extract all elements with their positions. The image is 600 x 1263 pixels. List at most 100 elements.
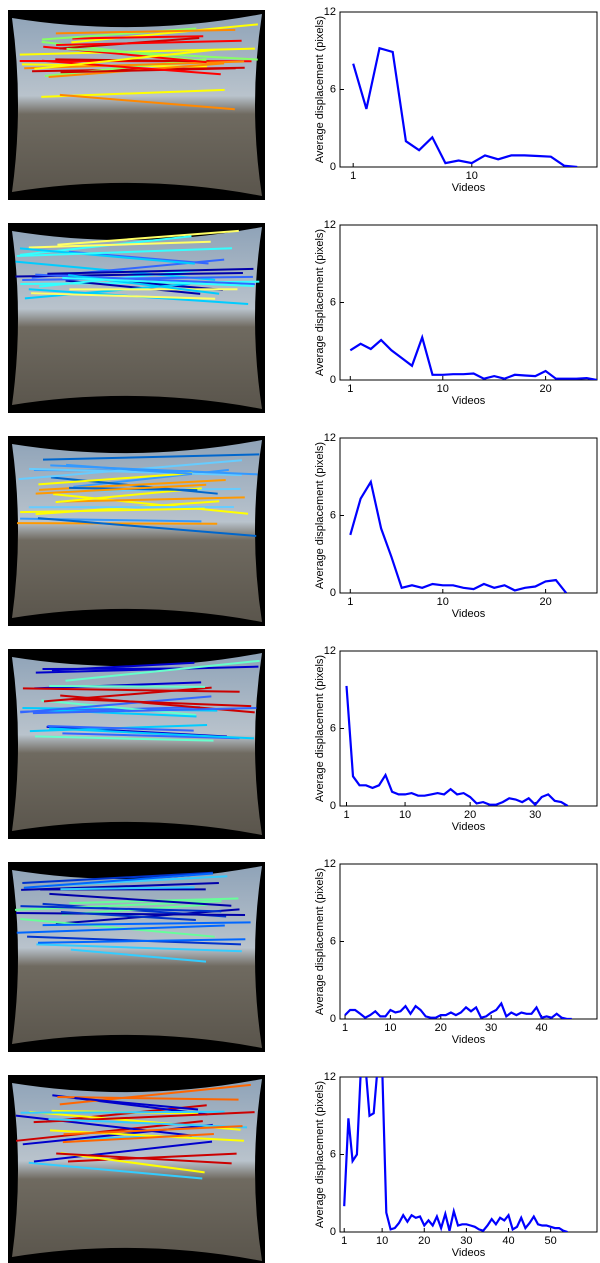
y-tick-label: 12 bbox=[324, 219, 336, 231]
y-axis-label: Average displacement (pixels) bbox=[314, 868, 326, 1015]
track-line bbox=[34, 735, 214, 742]
y-tick-label: 12 bbox=[324, 6, 336, 18]
x-tick-label: 30 bbox=[460, 1235, 472, 1247]
track-line bbox=[62, 732, 240, 740]
panel: 0 6 12 1 10 20 30 40 Videos Average displacement … bbox=[8, 858, 598, 1052]
track-line bbox=[36, 943, 242, 953]
x-tick-label: 1 bbox=[342, 1022, 348, 1034]
track-line bbox=[57, 229, 239, 246]
track-line bbox=[65, 279, 201, 295]
x-tick-label: 1 bbox=[347, 596, 353, 608]
y-tick-label: 0 bbox=[330, 1013, 336, 1025]
x-tick-label: 40 bbox=[535, 1022, 547, 1034]
track-line bbox=[60, 886, 195, 891]
track-line bbox=[37, 938, 246, 944]
track-line bbox=[28, 240, 211, 249]
track-line bbox=[34, 48, 216, 70]
track-line bbox=[47, 725, 194, 732]
track-line bbox=[43, 686, 212, 703]
track-line bbox=[20, 905, 222, 913]
y-tick-label: 12 bbox=[324, 1071, 336, 1083]
track-line bbox=[49, 892, 232, 907]
track-line bbox=[47, 267, 254, 275]
track-line bbox=[71, 23, 258, 44]
track-line bbox=[20, 695, 212, 714]
track-line bbox=[23, 872, 214, 889]
track-line bbox=[44, 709, 197, 718]
track-line bbox=[50, 464, 258, 476]
track-line bbox=[67, 1152, 237, 1163]
track-line bbox=[17, 522, 218, 525]
x-tick-label: 20 bbox=[539, 596, 551, 608]
photo bbox=[12, 653, 262, 835]
x-tick-label: 40 bbox=[502, 1235, 514, 1247]
data-line bbox=[343, 1077, 568, 1232]
x-axis-label: Videos bbox=[452, 821, 486, 833]
data-line bbox=[349, 333, 597, 380]
track-line bbox=[49, 727, 255, 740]
track-line bbox=[35, 483, 207, 495]
track-line bbox=[20, 1110, 225, 1114]
panel: 0 6 12 1 10 20 Videos Average displacement (pix… bbox=[8, 219, 598, 413]
track-line bbox=[28, 1161, 203, 1180]
track-line bbox=[20, 507, 205, 514]
track-line bbox=[72, 35, 204, 40]
data-line bbox=[349, 478, 568, 593]
x-tick-label: 1 bbox=[350, 170, 356, 182]
track-line bbox=[42, 453, 260, 461]
track-line bbox=[16, 924, 225, 934]
track-line bbox=[63, 1125, 243, 1136]
plot-box bbox=[339, 11, 598, 168]
data-line bbox=[344, 1001, 572, 1019]
panel: 0 6 12 1 10 20 30 40 50 Videos Average displacemen… bbox=[8, 1071, 598, 1263]
track-line bbox=[62, 276, 255, 287]
track-line bbox=[56, 39, 242, 47]
track-line bbox=[59, 1083, 251, 1106]
track-line bbox=[60, 67, 236, 74]
track-line bbox=[22, 275, 253, 281]
y-tick-label: 6 bbox=[330, 83, 336, 95]
x-tick-label: 1 bbox=[347, 383, 353, 395]
y-tick-label: 6 bbox=[330, 296, 336, 308]
track-line bbox=[60, 911, 196, 922]
x-axis-label: Videos bbox=[452, 182, 486, 194]
track-line bbox=[59, 93, 235, 111]
data-line bbox=[352, 46, 578, 167]
y-tick-label: 6 bbox=[330, 509, 336, 521]
y-tick-label: 0 bbox=[330, 374, 336, 386]
track-line bbox=[49, 684, 206, 688]
x-tick-label: 20 bbox=[435, 1022, 447, 1034]
x-tick-label: 10 bbox=[437, 383, 449, 395]
track-line bbox=[66, 47, 258, 61]
track-line bbox=[38, 472, 193, 486]
track-line bbox=[62, 1133, 214, 1144]
y-tick-label: 12 bbox=[324, 858, 336, 870]
track-line bbox=[37, 517, 257, 537]
track-line bbox=[24, 60, 245, 70]
x-axis-label: Videos bbox=[452, 608, 486, 620]
track-line bbox=[15, 1114, 192, 1137]
photo bbox=[12, 440, 262, 622]
track-line bbox=[19, 247, 195, 265]
y-tick-label: 12 bbox=[324, 432, 336, 444]
x-tick-label: 30 bbox=[485, 1022, 497, 1034]
x-tick-label: 20 bbox=[418, 1235, 430, 1247]
y-tick-label: 0 bbox=[330, 800, 336, 812]
data-line bbox=[345, 685, 569, 806]
y-tick-label: 0 bbox=[330, 1226, 336, 1238]
y-axis-label: Average displacement (pixels) bbox=[314, 16, 326, 163]
x-tick-label: 50 bbox=[545, 1235, 557, 1247]
x-tick-label: 30 bbox=[529, 809, 541, 821]
track-line bbox=[42, 921, 251, 927]
track-line bbox=[72, 698, 252, 708]
track-line bbox=[60, 496, 245, 503]
track-line bbox=[74, 1097, 199, 1111]
y-tick-label: 6 bbox=[330, 935, 336, 947]
track-line bbox=[41, 59, 221, 76]
plot-box bbox=[339, 863, 598, 1020]
track-line bbox=[32, 706, 257, 715]
track-line bbox=[51, 661, 195, 672]
track-line bbox=[28, 467, 242, 477]
